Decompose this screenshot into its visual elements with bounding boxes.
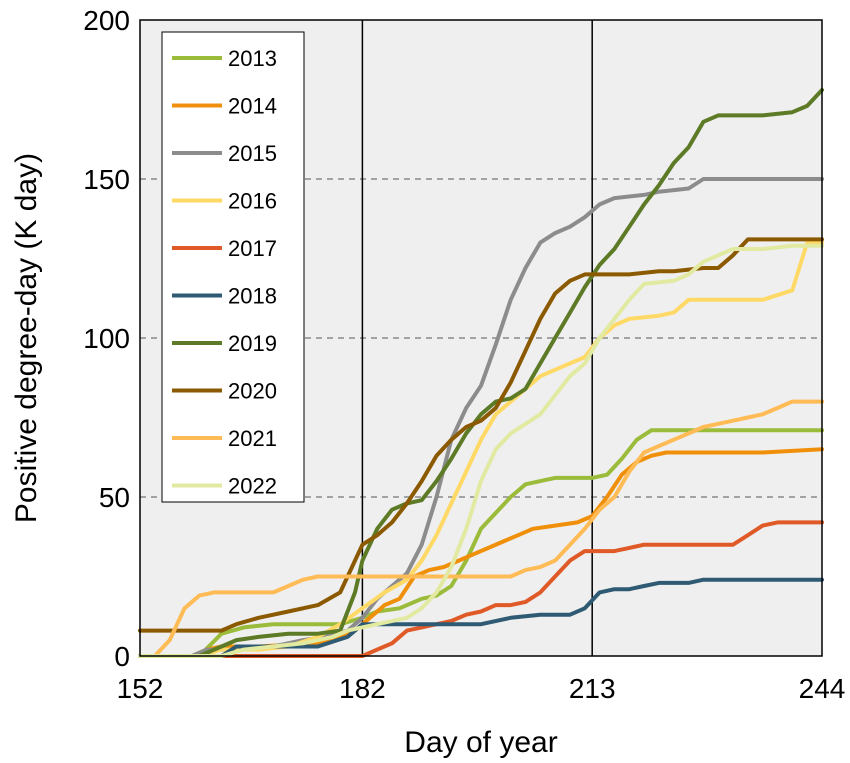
x-tick-label-213: 213 — [569, 673, 616, 704]
legend-label-2018: 2018 — [228, 284, 277, 309]
y-tick-labels: 0 50 100 150 200 — [83, 5, 130, 672]
y-axis-title: Positive degree-day (K day) — [10, 153, 43, 523]
legend-label-2014: 2014 — [228, 94, 277, 119]
y-tick-label-150: 150 — [83, 164, 130, 195]
legend-label-2020: 2020 — [228, 379, 277, 404]
series-line-2018 — [138, 577, 824, 658]
legend-label-2013: 2013 — [228, 46, 277, 71]
series-line-2022 — [138, 243, 824, 658]
legend-label-2015: 2015 — [228, 141, 277, 166]
legend: 2013 2014 2015 2016 2017 2018 2019 2020 2021 2022 — [161, 31, 305, 503]
series-line-2017 — [138, 520, 824, 658]
y-tick-label-50: 50 — [99, 482, 130, 513]
x-tick-label-182: 182 — [339, 673, 386, 704]
x-tick-label-244: 244 — [799, 673, 846, 704]
legend-label-2017: 2017 — [228, 236, 277, 261]
legend-label-2016: 2016 — [228, 189, 277, 214]
x-tick-labels: 152 182 213 244 — [117, 673, 846, 704]
series-line-2020 — [138, 237, 824, 633]
series-lines — [138, 88, 824, 658]
legend-label-2019: 2019 — [228, 331, 277, 356]
legend-box — [161, 31, 305, 503]
legend-label-2022: 2022 — [228, 474, 277, 499]
legend-label-2021: 2021 — [228, 426, 277, 451]
y-tick-label-100: 100 — [83, 323, 130, 354]
series-line-2021 — [138, 399, 824, 658]
x-tick-label-152: 152 — [117, 673, 164, 704]
plot-frame — [139, 19, 823, 657]
series-line-2013 — [138, 428, 824, 658]
x-axis-title: Day of year — [404, 726, 557, 759]
y-tick-label-200: 200 — [83, 5, 130, 36]
y-tick-label-0: 0 — [114, 641, 130, 672]
series-line-2019 — [138, 88, 824, 658]
